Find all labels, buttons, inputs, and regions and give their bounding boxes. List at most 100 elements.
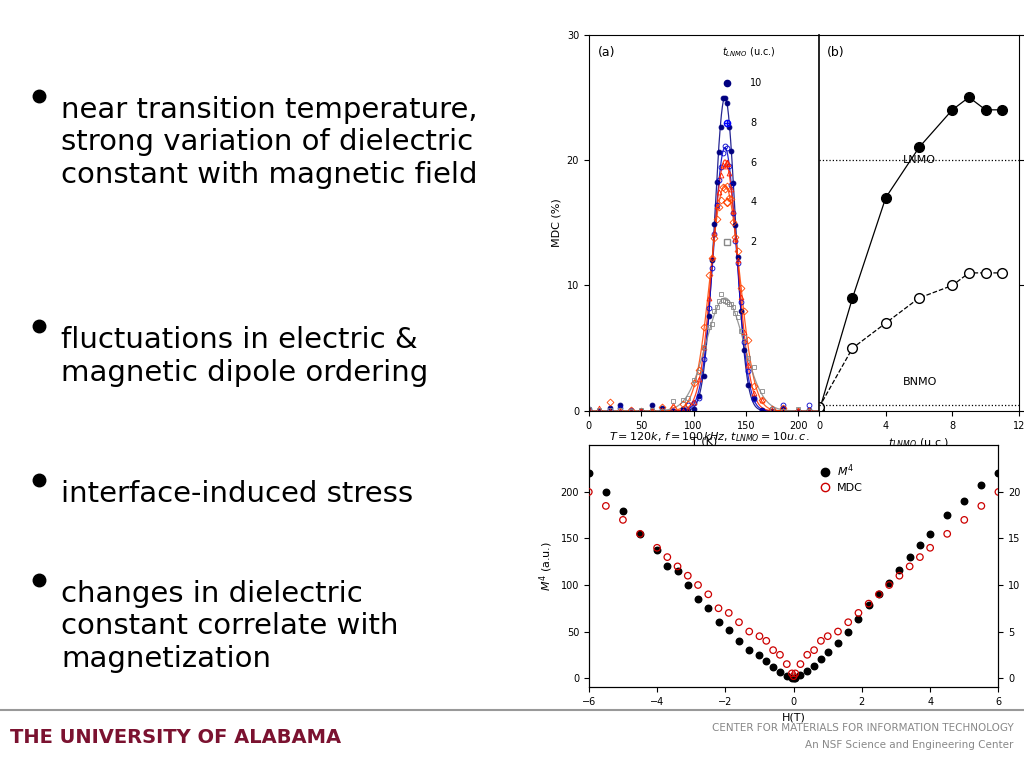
- Point: [829, 637, 846, 649]
- Text: fluctuations in electric &
magnetic dipole ordering: fluctuations in electric & magnetic dipo…: [61, 326, 429, 387]
- Point: [690, 593, 707, 605]
- Point: [659, 561, 676, 573]
- Point: [785, 670, 802, 682]
- Point: [922, 528, 938, 540]
- Point: [711, 602, 727, 614]
- Text: changes in dielectric
constant correlate with
magnetization: changes in dielectric constant correlate…: [61, 580, 399, 673]
- Point: [741, 625, 758, 637]
- Text: BNMO: BNMO: [903, 376, 937, 386]
- Point: [632, 528, 648, 540]
- Text: 10: 10: [750, 78, 762, 88]
- X-axis label: $t_{LNMO}$ (u.c.): $t_{LNMO}$ (u.c.): [889, 436, 949, 450]
- Point: [813, 634, 829, 647]
- Point: [752, 649, 768, 661]
- Text: (a): (a): [598, 46, 615, 59]
- Point: [793, 669, 809, 681]
- Point: [956, 514, 973, 526]
- Point: [598, 500, 614, 512]
- Point: [819, 630, 836, 642]
- Point: [901, 551, 918, 563]
- Y-axis label: MDC (%): MDC (%): [551, 198, 561, 247]
- Point: [911, 551, 928, 563]
- X-axis label: T (K): T (K): [691, 436, 717, 446]
- Point: [829, 625, 846, 637]
- Text: $t_{LNMO}$ (u.c.): $t_{LNMO}$ (u.c.): [722, 46, 776, 59]
- Text: near transition temperature,
strong variation of dielectric
constant with magnet: near transition temperature, strong vari…: [61, 96, 478, 189]
- Point: [793, 658, 809, 670]
- Point: [649, 544, 666, 556]
- Text: 8: 8: [750, 118, 756, 128]
- Point: [690, 579, 707, 591]
- Point: [819, 646, 836, 658]
- Point: [840, 616, 856, 628]
- Text: CENTER FOR MATERIALS FOR INFORMATION TECHNOLOGY: CENTER FOR MATERIALS FOR INFORMATION TEC…: [712, 723, 1014, 733]
- Point: [778, 658, 795, 670]
- Point: [670, 561, 686, 573]
- Point: [659, 551, 676, 563]
- Point: [700, 602, 717, 614]
- Text: interface-induced stress: interface-induced stress: [61, 480, 414, 508]
- Point: [901, 561, 918, 573]
- Point: [881, 577, 897, 589]
- Point: [840, 625, 856, 637]
- Point: [870, 588, 887, 601]
- Point: [956, 495, 973, 508]
- Point: [772, 665, 788, 677]
- Text: 4: 4: [750, 197, 756, 207]
- Point: [711, 616, 727, 628]
- Point: [881, 579, 897, 591]
- Point: [731, 616, 748, 628]
- Point: [939, 509, 955, 521]
- Text: (b): (b): [827, 46, 845, 59]
- Point: [765, 660, 781, 673]
- Text: An NSF Science and Engineering Center: An NSF Science and Engineering Center: [806, 740, 1014, 750]
- Point: [581, 486, 597, 498]
- Point: [922, 541, 938, 554]
- Y-axis label: $M^4$ (a.u.): $M^4$ (a.u.): [538, 541, 555, 591]
- Point: [721, 624, 737, 636]
- Point: [758, 634, 774, 647]
- Point: [785, 672, 802, 684]
- Point: [752, 630, 768, 642]
- Point: [850, 607, 866, 619]
- Point: [731, 634, 748, 647]
- Text: 2: 2: [750, 237, 757, 247]
- Point: [891, 564, 907, 576]
- Point: [850, 614, 866, 626]
- Text: LNMO: LNMO: [903, 154, 936, 164]
- Point: [799, 649, 815, 661]
- Point: [680, 570, 696, 582]
- Point: [765, 644, 781, 657]
- Point: [813, 654, 829, 666]
- Point: [632, 528, 648, 540]
- Point: [680, 579, 696, 591]
- Point: [758, 655, 774, 667]
- Point: [772, 649, 788, 661]
- Point: [614, 505, 631, 517]
- Point: [939, 528, 955, 540]
- Legend: $M^4$, MDC: $M^4$, MDC: [818, 458, 867, 497]
- Point: [787, 667, 804, 680]
- Point: [700, 588, 717, 601]
- Point: [973, 500, 989, 512]
- Point: [581, 467, 597, 479]
- Point: [806, 660, 822, 672]
- Text: $T = 120k$, $f = 100kHz$, $t_{LNMO} = 10u.c.$: $T = 120k$, $f = 100kHz$, $t_{LNMO} = 10…: [609, 430, 810, 444]
- Point: [783, 667, 800, 680]
- Point: [990, 486, 1007, 498]
- Point: [911, 539, 928, 551]
- Point: [670, 565, 686, 578]
- Point: [870, 588, 887, 601]
- Point: [891, 570, 907, 582]
- Point: [799, 664, 815, 677]
- Point: [990, 467, 1007, 479]
- Text: THE UNIVERSITY OF ALABAMA: THE UNIVERSITY OF ALABAMA: [10, 728, 341, 746]
- Text: 6: 6: [750, 157, 756, 167]
- Point: [783, 672, 800, 684]
- X-axis label: H(T): H(T): [781, 713, 806, 723]
- Point: [806, 644, 822, 657]
- Point: [787, 672, 804, 684]
- Point: [741, 644, 758, 657]
- Point: [614, 514, 631, 526]
- Point: [778, 670, 795, 682]
